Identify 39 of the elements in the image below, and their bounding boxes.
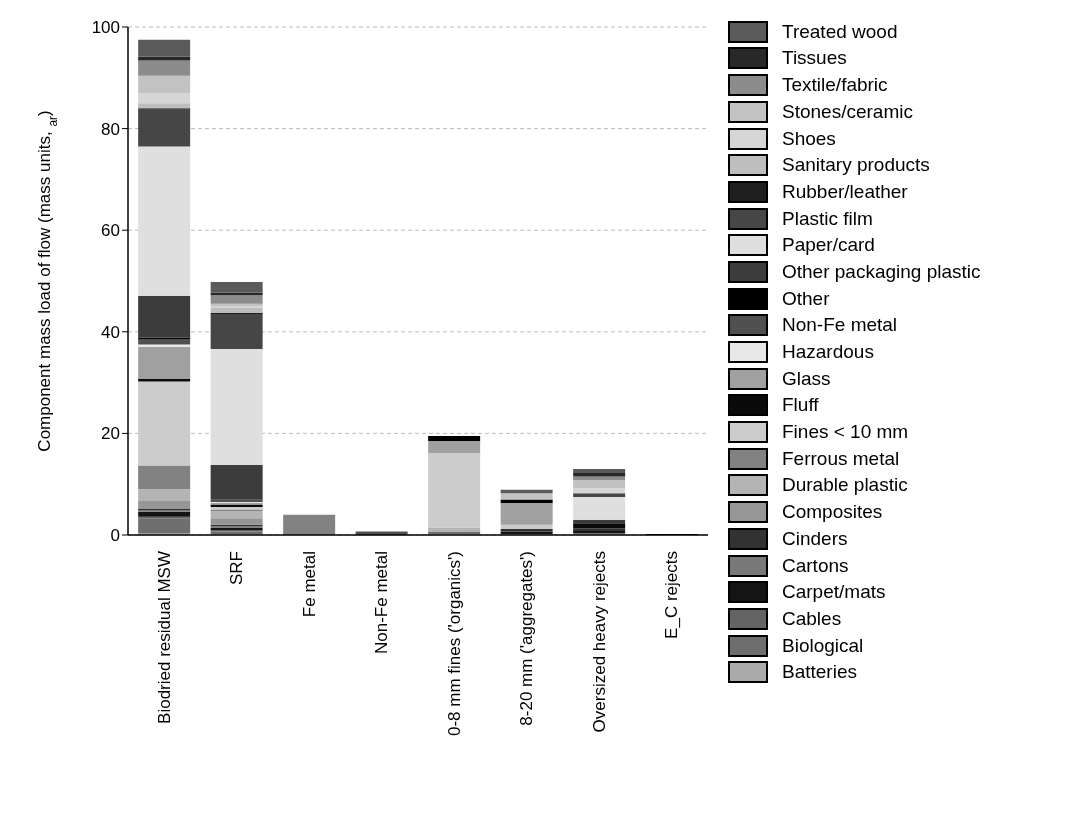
legend-label: Cinders [782, 527, 848, 550]
y-tick-label: 100 [91, 18, 120, 38]
legend-label: Shoes [782, 127, 836, 150]
legend-label: Composites [782, 501, 883, 524]
y-tick-label: 80 [101, 119, 120, 139]
legend-label: Hazardous [782, 341, 874, 363]
legend-label: Treated wood [782, 20, 898, 43]
legend-label: Carpet/mats [782, 581, 886, 604]
legend-label: Cables [782, 607, 842, 630]
legend-label: Fines < 10 mm [782, 421, 909, 444]
legend-label: Tissues [782, 47, 847, 70]
y-tick-label: 20 [101, 424, 120, 444]
x-tick-label: SRF [227, 551, 247, 585]
x-tick-label: Non-Fe metal [372, 551, 392, 654]
legend-label: Glass [782, 367, 831, 390]
legend-label: Batteries [782, 661, 857, 684]
legend-label: Rubber/leather [782, 180, 908, 203]
legend-label: Biological [782, 634, 864, 657]
legend-label: Other [782, 287, 830, 310]
x-tick-label: 0-8 mm fines ('organics') [444, 551, 464, 737]
x-tick-label: Fe metal [299, 551, 319, 618]
legend-label: Paper/card [782, 234, 875, 257]
y-tick-label: 40 [101, 322, 120, 342]
legend-label: Sanitary products [782, 154, 930, 177]
legend-label: Fluff [782, 394, 819, 417]
legend-label: Other packaging plastic [782, 260, 981, 283]
y-tick-label: 60 [101, 221, 120, 241]
legend-label: Stones/ceramic [782, 100, 913, 123]
y-tick-label: 0 [110, 526, 120, 546]
x-tick-label: 8-20 mm ('aggregates') [517, 551, 537, 726]
x-tick-label: E_C rejects [662, 551, 682, 639]
legend-label: Textile/fabric [782, 74, 888, 97]
legend-label: Non-Fe metal [782, 314, 898, 337]
legend-label: Ferrous metal [782, 447, 900, 470]
legend-label: Cartons [782, 554, 849, 577]
x-tick-label: Oversized heavy rejects [589, 551, 609, 733]
x-tick-label: Biodried residual MSW [154, 551, 174, 724]
legend-label: Plastic film [782, 207, 873, 230]
legend-label: Durable plastic [782, 474, 908, 497]
